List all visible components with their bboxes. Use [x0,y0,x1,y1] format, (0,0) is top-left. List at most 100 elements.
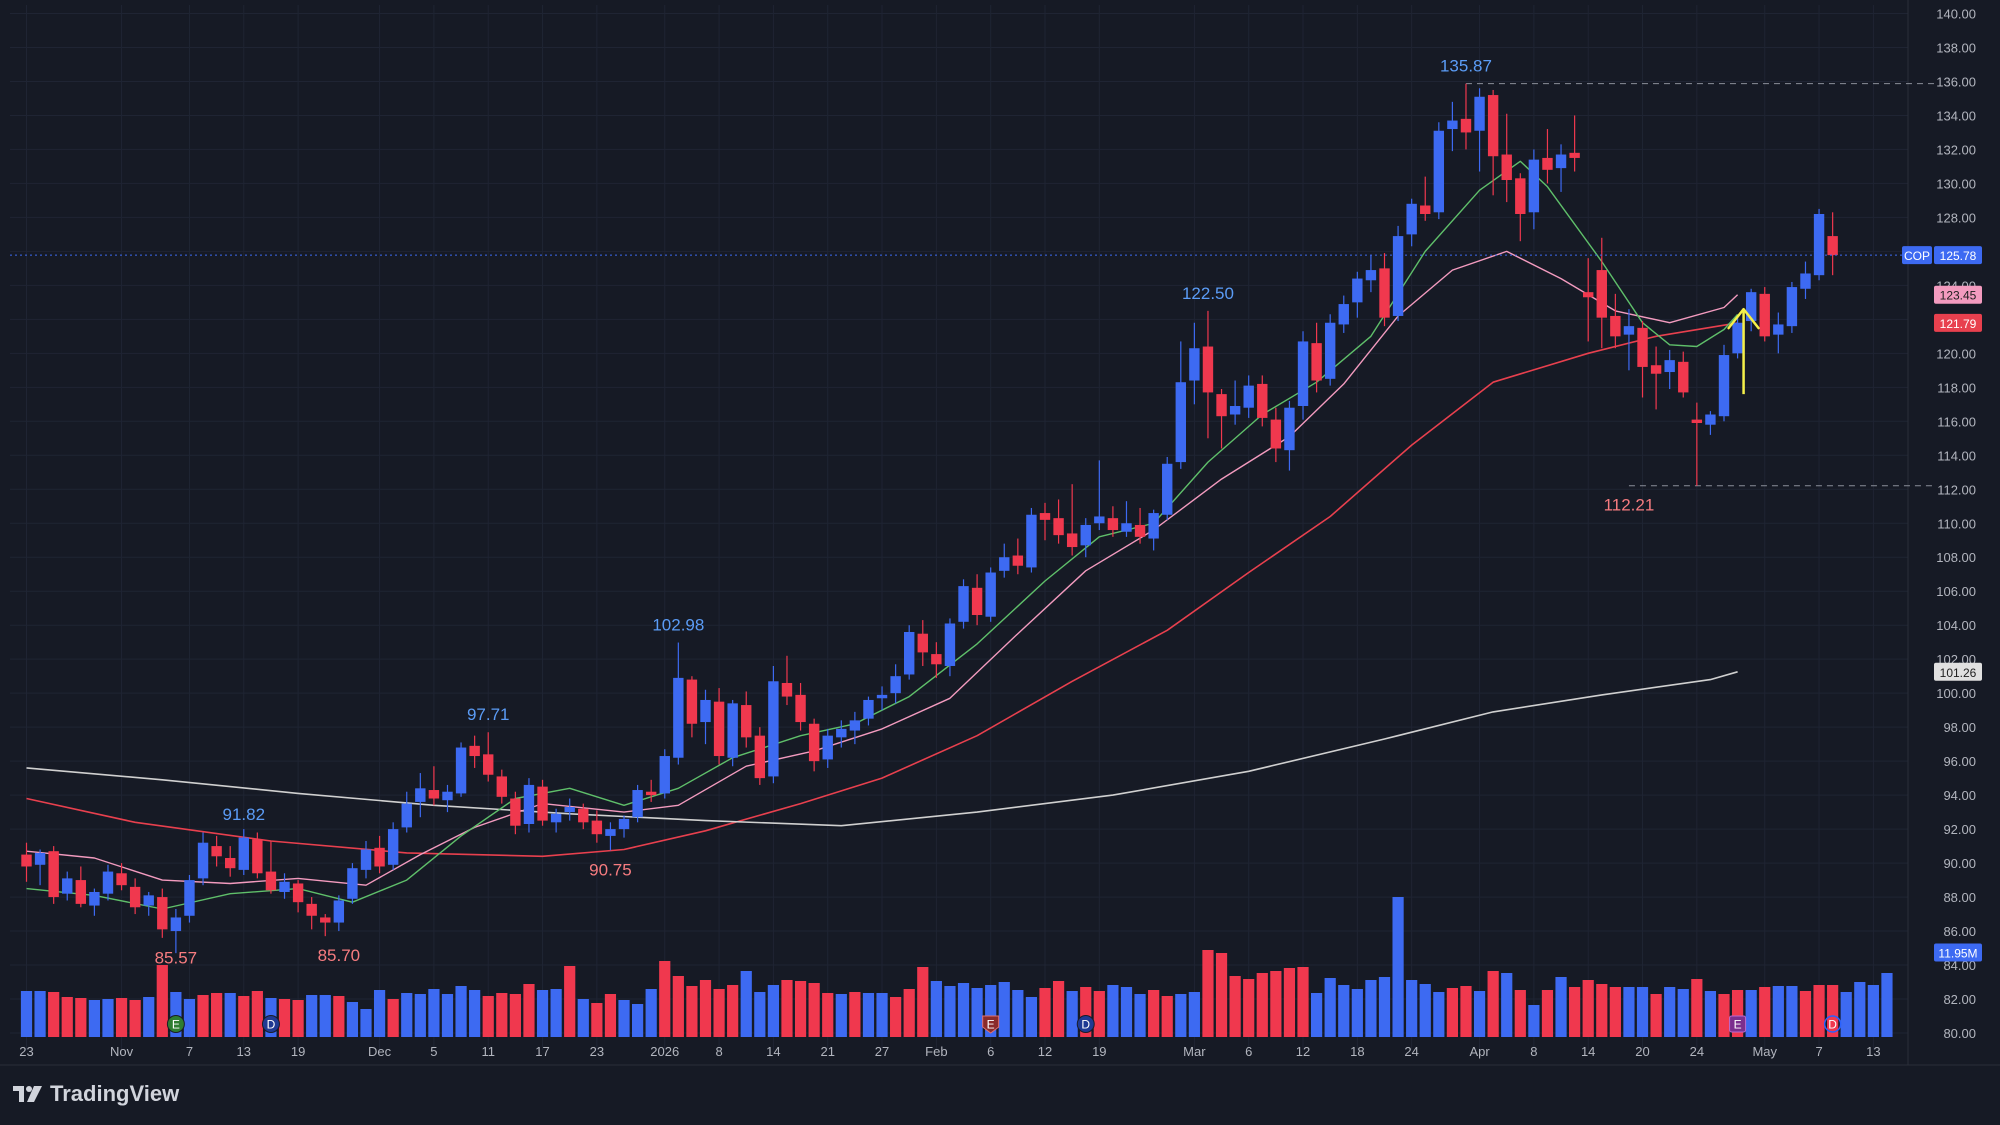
candle-body [34,852,46,865]
time-tick-label: 7 [1815,1044,1822,1059]
candle-body [211,846,222,857]
candle [225,846,236,877]
volume-bar [1324,978,1336,1037]
price-tick-label: 132.00 [1936,142,1976,157]
candle [971,574,983,626]
axis-price-tag-label: 123.45 [1940,289,1977,303]
volume-bar [1473,991,1486,1037]
volume-bar [930,981,942,1037]
candle [34,849,46,886]
earnings-marker [982,1015,1000,1034]
candle [1134,507,1146,544]
time-tick-label: 17 [535,1044,549,1059]
volume-bar [1718,994,1730,1037]
candle-body [1596,270,1607,318]
candle-body [483,754,494,775]
candle-body [197,842,209,879]
candle-body [591,820,603,835]
volume-bar [509,994,521,1037]
candle-body [102,871,114,894]
time-tick-label: 6 [1245,1044,1252,1059]
time-axis[interactable]: 23 Nov 7 13 19 Dec 5 11 17 23 2026 8 14 21 27 Feb 6 12 19 M… [19,1044,1880,1059]
candle-body [1759,293,1770,337]
tradingview-brand[interactable]: TradingView [12,1081,179,1107]
candle-body [1528,159,1540,213]
candle [1365,254,1377,293]
candle [1026,507,1037,573]
time-tick-label: Dec [368,1044,392,1059]
candle-body [1229,406,1241,415]
candle [1012,538,1024,575]
candle [510,791,521,835]
candle-body [836,728,847,738]
yellow-arrow [1727,307,1760,395]
candle-body [550,813,562,823]
time-tick-label: 14 [766,1044,780,1059]
volume-bar [1569,987,1581,1037]
candle [1501,113,1512,203]
candle [863,696,874,726]
candle-body [578,808,589,823]
volume-bar [550,989,562,1037]
candle [360,841,372,879]
candle [1569,115,1580,172]
candle [292,880,304,913]
candle-body [1392,236,1404,316]
candle [238,829,249,875]
candle-body [455,747,467,794]
candle [985,567,996,622]
candle [1813,208,1825,281]
candle-body [1297,341,1309,407]
volume-bar [441,994,454,1037]
volume-bar [1202,950,1214,1037]
candle [401,791,412,833]
volume-bar [360,1009,372,1037]
volume-bar [794,981,807,1037]
tradingview-logo-icon [13,1086,42,1102]
candle [1433,122,1445,220]
candle [808,718,820,772]
candle [605,822,616,851]
volume-bar [183,999,196,1037]
candle-body [143,895,154,906]
volume-bar [319,995,331,1037]
candle [1080,518,1091,558]
volume-bar [1487,971,1499,1037]
candle-body [1012,555,1024,566]
candle [1827,212,1838,276]
volume-bar [1311,993,1323,1037]
candle [89,888,100,916]
candle [618,815,630,838]
volume-bar [699,980,712,1037]
volume-bar [808,983,820,1037]
candle [415,773,426,818]
candle-body [1080,524,1091,546]
volume-bar [890,997,902,1037]
volume-bar [1772,986,1784,1037]
price-tick-label: 114.00 [1937,448,1976,463]
candle-body [360,849,372,870]
time-tick-label: 27 [875,1044,889,1059]
volume-bar [1066,991,1078,1037]
time-tick-label: May [1752,1044,1777,1059]
volume-bar [211,993,223,1037]
volume-bar [632,1004,644,1037]
extreme-label: 112.21 [1604,496,1655,515]
volume-bar [1012,990,1024,1037]
candle [523,778,535,833]
ma-line-ma_short [26,160,1739,910]
volume-bar [713,989,725,1037]
volume-bar [143,997,155,1037]
candle [496,769,507,804]
current-price-tag: COP 125.78 [1902,246,1982,265]
candle [727,699,738,767]
candle-body [333,900,345,923]
candle [1324,314,1336,386]
candle [428,766,440,806]
candle-body [1487,95,1499,157]
candle-body [1474,96,1485,131]
price-tick-label: 82.00 [1943,992,1976,1007]
volume-bar [903,989,915,1037]
candle-body [958,586,969,622]
